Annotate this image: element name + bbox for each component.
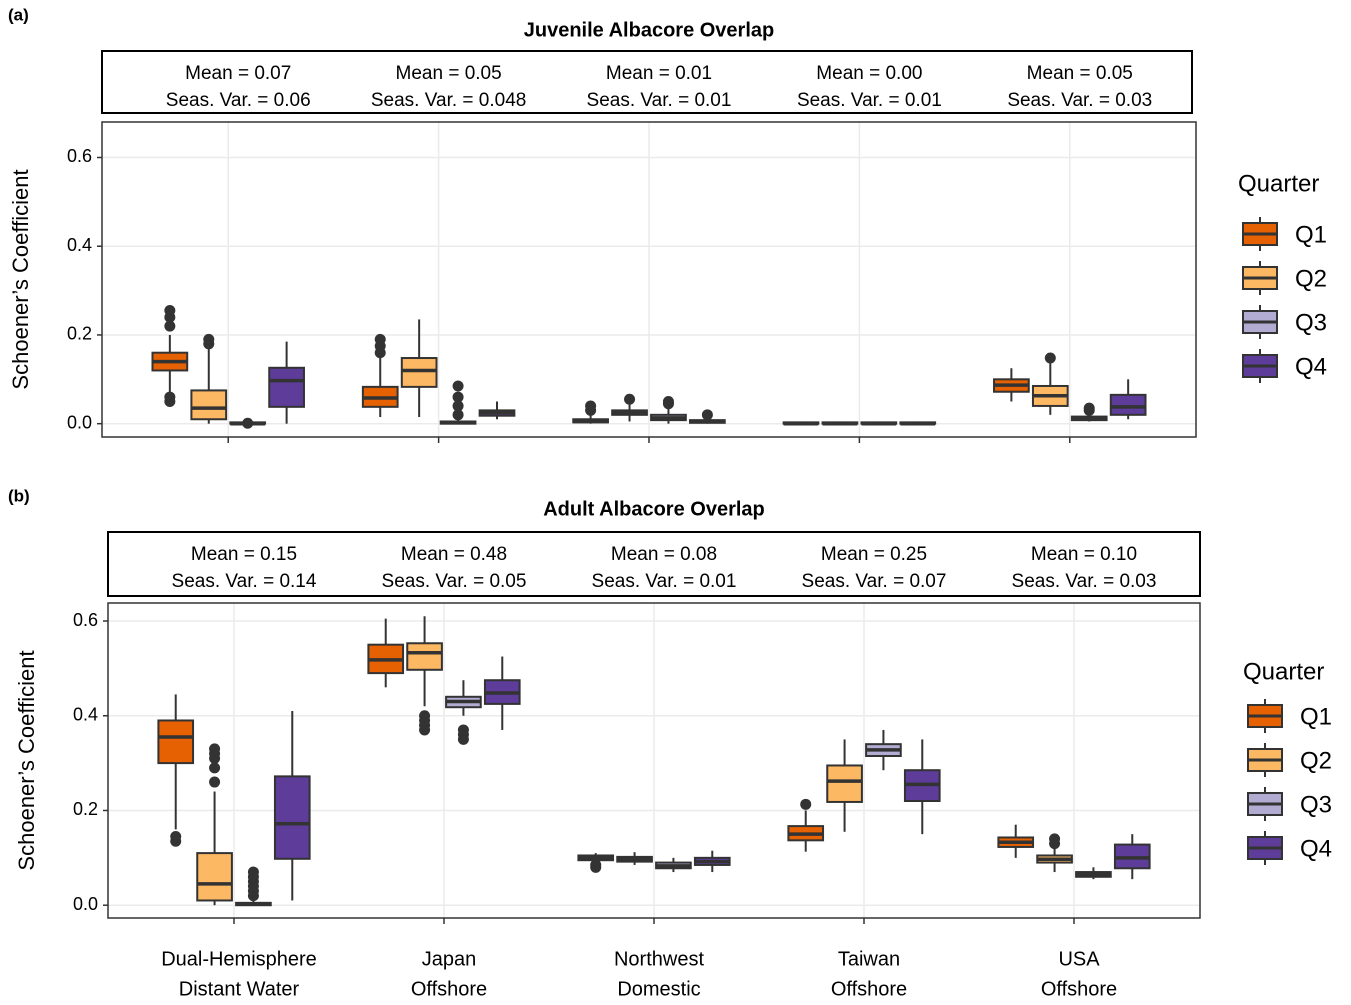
x-tick-label: Northwest bbox=[614, 948, 704, 970]
outlier bbox=[457, 724, 469, 736]
strip-label: Mean = 0.10 bbox=[1031, 544, 1137, 565]
strip-label: Seas. Var. = 0.01 bbox=[797, 90, 942, 111]
legend-label: Q3 bbox=[1295, 309, 1327, 336]
outlier bbox=[209, 776, 221, 788]
legend-title: Quarter bbox=[1238, 170, 1319, 197]
box bbox=[1109, 393, 1147, 416]
plot-border bbox=[107, 602, 1201, 919]
y-axis-title: Schoener’s Coefficient bbox=[8, 169, 33, 389]
strip-label: Mean = 0.15 bbox=[191, 544, 297, 565]
outlier bbox=[1083, 402, 1095, 414]
box bbox=[406, 642, 443, 671]
outlier bbox=[209, 762, 221, 774]
outlier bbox=[452, 409, 464, 421]
strip-label: Mean = 0.01 bbox=[606, 63, 712, 84]
y-axis-title: Schoener’s Coefficient bbox=[14, 650, 39, 870]
outlier bbox=[452, 380, 464, 392]
legend-label: Q4 bbox=[1295, 353, 1327, 380]
outlier bbox=[170, 831, 182, 843]
y-tick-label: 0.6 bbox=[73, 610, 98, 630]
legend-label: Q4 bbox=[1300, 835, 1332, 862]
legend-title: Quarter bbox=[1243, 658, 1324, 685]
box bbox=[196, 852, 233, 902]
outlier bbox=[590, 859, 602, 871]
strip-label: Seas. Var. = 0.01 bbox=[587, 90, 732, 111]
strip-label: Seas. Var. = 0.07 bbox=[802, 571, 947, 592]
outlier bbox=[203, 333, 215, 345]
outlier bbox=[1044, 352, 1056, 364]
x-tick-label: Offshore bbox=[1041, 978, 1117, 1000]
outlier bbox=[164, 305, 176, 317]
y-tick-label: 0.0 bbox=[73, 894, 98, 914]
box bbox=[273, 775, 311, 860]
y-tick-label: 0.2 bbox=[73, 799, 98, 819]
strip-label: Mean = 0.07 bbox=[185, 63, 291, 84]
outlier bbox=[164, 391, 176, 403]
y-tick-label: 0.0 bbox=[67, 412, 92, 432]
box bbox=[268, 366, 305, 408]
strip-label: Seas. Var. = 0.03 bbox=[1007, 90, 1152, 111]
strip-label: Mean = 0.48 bbox=[401, 544, 507, 565]
box bbox=[190, 389, 228, 421]
strip-label: Mean = 0.25 bbox=[821, 544, 927, 565]
outlier bbox=[209, 743, 221, 755]
x-tick-label: Distant Water bbox=[179, 978, 300, 1000]
outlier bbox=[662, 396, 674, 408]
strip-box bbox=[107, 531, 1201, 597]
x-tick-label: Taiwan bbox=[838, 948, 900, 970]
legend-label: Q3 bbox=[1300, 791, 1332, 818]
legend-label: Q2 bbox=[1295, 265, 1327, 292]
legend-label: Q1 bbox=[1295, 221, 1327, 248]
outlier bbox=[585, 400, 597, 412]
panel-label: (a) bbox=[8, 5, 29, 24]
strip-box bbox=[101, 50, 1193, 114]
outlier bbox=[164, 320, 176, 332]
outlier bbox=[452, 391, 464, 403]
x-tick-label: Japan bbox=[422, 948, 477, 970]
strip-label: Seas. Var. = 0.06 bbox=[166, 90, 311, 111]
strip-label: Seas. Var. = 0.03 bbox=[1012, 571, 1157, 592]
outlier bbox=[624, 393, 636, 405]
x-tick-label: Offshore bbox=[831, 978, 907, 1000]
y-tick-label: 0.4 bbox=[73, 704, 98, 724]
chart-title: Juvenile Albacore Overlap bbox=[524, 19, 774, 41]
outlier bbox=[1049, 833, 1061, 845]
outlier bbox=[419, 710, 431, 722]
strip-label: Seas. Var. = 0.01 bbox=[592, 571, 737, 592]
box bbox=[157, 719, 195, 765]
box bbox=[826, 764, 863, 803]
x-tick-label: USA bbox=[1058, 948, 1100, 970]
panel-label: (b) bbox=[8, 486, 30, 505]
strip-label: Seas. Var. = 0.048 bbox=[371, 90, 526, 111]
outlier bbox=[242, 417, 254, 429]
y-tick-label: 0.4 bbox=[67, 235, 92, 255]
legend-label: Q1 bbox=[1300, 703, 1332, 730]
x-tick-label: Offshore bbox=[411, 978, 487, 1000]
plot-border bbox=[101, 121, 1197, 438]
outlier bbox=[247, 866, 259, 878]
strip-label: Mean = 0.05 bbox=[396, 63, 502, 84]
outlier bbox=[701, 409, 713, 421]
outlier bbox=[374, 333, 386, 345]
y-tick-label: 0.2 bbox=[67, 324, 92, 344]
outlier bbox=[800, 798, 812, 810]
strip-label: Seas. Var. = 0.05 bbox=[382, 571, 527, 592]
chart-title: Adult Albacore Overlap bbox=[543, 498, 765, 520]
strip-label: Mean = 0.08 bbox=[611, 544, 717, 565]
strip-label: Mean = 0.00 bbox=[816, 63, 922, 84]
y-tick-label: 0.6 bbox=[67, 146, 92, 166]
legend-label: Q2 bbox=[1300, 747, 1332, 774]
strip-label: Seas. Var. = 0.14 bbox=[172, 571, 317, 592]
x-tick-label: Dual-Hemisphere bbox=[161, 948, 317, 970]
strip-label: Mean = 0.05 bbox=[1027, 63, 1133, 84]
x-tick-label: Domestic bbox=[617, 978, 700, 1000]
box bbox=[400, 357, 438, 388]
outlier bbox=[452, 400, 464, 412]
